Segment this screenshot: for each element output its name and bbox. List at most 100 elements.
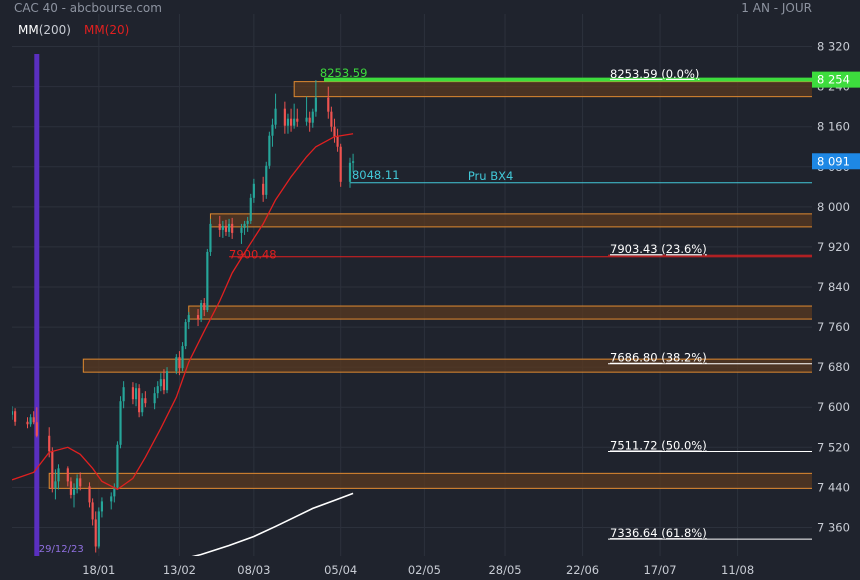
candle-body bbox=[224, 225, 228, 232]
candle-body bbox=[14, 411, 17, 422]
mm200-line bbox=[191, 492, 354, 556]
current-price-tag-bg bbox=[812, 153, 860, 170]
candle-body bbox=[333, 126, 336, 137]
y-tick-label: 7 840 bbox=[817, 280, 850, 294]
mm20-line bbox=[12, 133, 354, 491]
x-tick-label: 18/01 bbox=[82, 563, 115, 577]
candle-body bbox=[35, 422, 38, 436]
period-label: 1 AN - JOUR bbox=[741, 1, 812, 15]
y-tick-label: 7 760 bbox=[817, 320, 850, 334]
candle-body bbox=[110, 496, 113, 502]
current-price-tag: 8 091 bbox=[817, 154, 850, 168]
candle-body bbox=[240, 227, 243, 233]
candle-body bbox=[249, 197, 252, 221]
candle-body bbox=[196, 315, 200, 320]
candle-body bbox=[305, 117, 308, 122]
candle-body bbox=[352, 161, 355, 163]
candle-body bbox=[12, 411, 14, 415]
high-annotation: 8253.59 bbox=[320, 66, 368, 80]
chart-title: CAC 40 - abcbourse.com bbox=[14, 1, 162, 15]
candle-body bbox=[209, 223, 212, 252]
candle-body bbox=[51, 451, 54, 489]
fib-level-label: 7686.80 (38.2%) bbox=[610, 351, 707, 365]
candle-body bbox=[296, 118, 299, 122]
candle-body bbox=[271, 124, 274, 136]
candle-body bbox=[138, 388, 141, 413]
x-tick-label: 08/03 bbox=[237, 563, 270, 577]
candle-body bbox=[252, 183, 255, 198]
vertical-marker-label: 29/12/23 bbox=[39, 544, 84, 555]
candle-body bbox=[32, 417, 35, 423]
resistance-zone bbox=[293, 81, 812, 98]
candle-body bbox=[72, 489, 76, 495]
legend-mm20-period: (20) bbox=[104, 23, 130, 37]
candle-body bbox=[293, 118, 296, 126]
candle-body bbox=[348, 162, 352, 182]
x-tick-label: 17/07 bbox=[643, 563, 676, 577]
y-tick-label: 8 160 bbox=[817, 120, 850, 134]
candle-body bbox=[339, 146, 342, 182]
top-price-tag: 8 254 bbox=[817, 73, 850, 87]
candle-body bbox=[283, 108, 286, 126]
candle-body bbox=[91, 502, 94, 520]
candle-body bbox=[94, 519, 97, 547]
candle-body bbox=[162, 379, 166, 391]
candle-body bbox=[88, 486, 91, 503]
candle-body bbox=[246, 220, 249, 224]
y-tick-label: 7 520 bbox=[817, 440, 850, 454]
candle-body bbox=[175, 357, 178, 372]
candle-body bbox=[119, 401, 122, 445]
candle-body bbox=[122, 387, 125, 402]
legend-mm200-label: MM bbox=[18, 23, 39, 37]
candle-body bbox=[330, 111, 333, 127]
candle-body bbox=[314, 97, 317, 112]
y-tick-label: 7 920 bbox=[817, 240, 850, 254]
candle-body bbox=[29, 417, 32, 425]
candle-body bbox=[97, 511, 100, 547]
candle-body bbox=[165, 371, 169, 391]
candle-body bbox=[184, 322, 187, 347]
candle-body bbox=[289, 118, 293, 126]
fib-level-label: 8253.59 (0.0%) bbox=[610, 67, 699, 81]
candle-body bbox=[218, 223, 221, 230]
plot-area: 29/12/23 8253.59 8048.11 Pru BX4 7900.48 8253… bbox=[12, 14, 812, 556]
candle-body bbox=[57, 468, 60, 482]
x-tick-label: 02/05 bbox=[408, 563, 441, 577]
candle-body bbox=[153, 393, 156, 404]
y-tick-label: 8 000 bbox=[817, 200, 850, 214]
candle-body bbox=[286, 118, 290, 126]
x-tick-label: 22/06 bbox=[566, 563, 599, 577]
x-tick-label: 05/04 bbox=[324, 563, 357, 577]
fib-level-label: 7336.64 (61.8%) bbox=[610, 526, 707, 540]
legend-mm200[interactable]: MM(200) bbox=[18, 23, 71, 37]
candle-body bbox=[134, 388, 138, 400]
legend-mm20-label: MM bbox=[84, 23, 105, 37]
candle-body bbox=[206, 251, 209, 311]
candle-body bbox=[116, 444, 119, 488]
candle-body bbox=[265, 165, 268, 195]
y-tick-label: 7 440 bbox=[817, 480, 850, 494]
candle-body bbox=[76, 478, 79, 490]
candle-body bbox=[131, 387, 135, 400]
candle-body bbox=[203, 303, 206, 311]
candle-body bbox=[200, 303, 203, 320]
candle-body bbox=[311, 111, 314, 123]
candle-body bbox=[69, 481, 72, 495]
candle-body bbox=[336, 136, 339, 147]
candle-body bbox=[178, 357, 181, 369]
y-tick-label: 7 600 bbox=[817, 400, 850, 414]
resistance-zone bbox=[82, 358, 812, 373]
fib-level-label: 7511.72 (50.0%) bbox=[610, 438, 707, 452]
candle-body bbox=[187, 315, 190, 323]
low-annotation: 7900.48 bbox=[229, 248, 277, 262]
candle-body bbox=[156, 386, 159, 394]
candle-body bbox=[100, 501, 104, 512]
legend-mm20[interactable]: MM(20) bbox=[84, 23, 129, 37]
candle-body bbox=[262, 183, 265, 195]
candle-body bbox=[243, 223, 246, 228]
candle-body bbox=[231, 223, 234, 233]
candle-body bbox=[181, 346, 184, 369]
candle-body bbox=[221, 225, 224, 230]
